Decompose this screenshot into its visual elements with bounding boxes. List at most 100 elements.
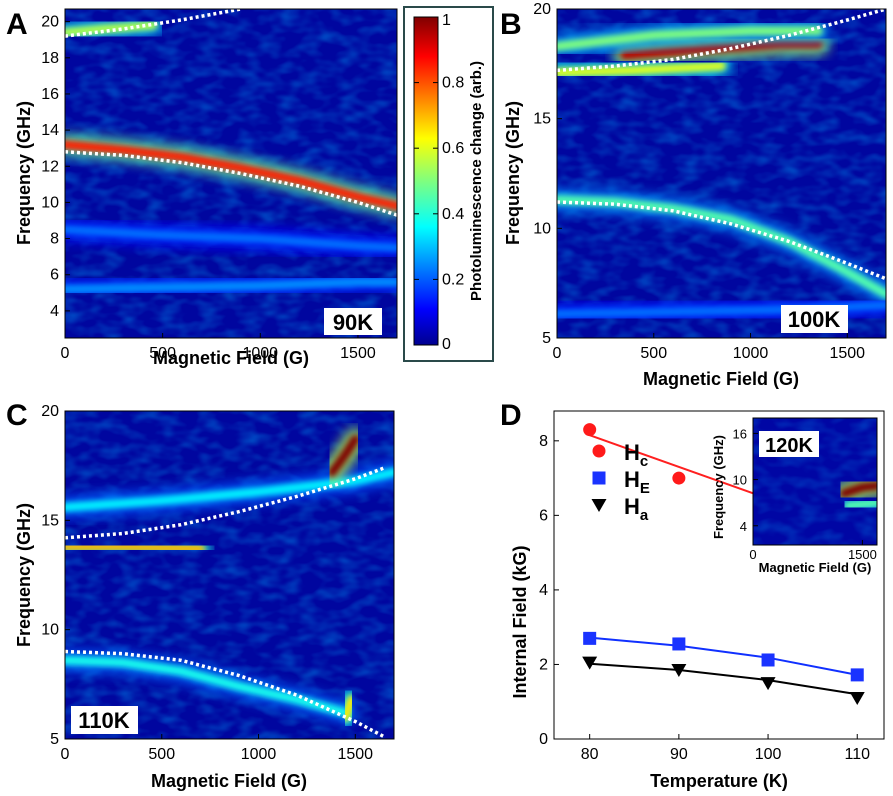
- inset-xtick-label: 1500: [848, 547, 877, 562]
- fit-line-e: [589, 636, 858, 676]
- panel-b-ylabel: Frequency (GHz): [503, 101, 523, 245]
- panel-letter-d: D: [500, 399, 522, 432]
- panel-b-frame: [556, 8, 887, 339]
- colorbar-tick-label: 0.8: [442, 75, 464, 92]
- heatmap-band: [65, 140, 397, 211]
- panel-c-ytick-label: 20: [41, 403, 59, 420]
- panel-c-temperature: 110K: [78, 708, 129, 733]
- panel-b-ytick-label: 10: [533, 220, 551, 237]
- heatmap-band: [65, 225, 397, 253]
- data-point-c: [672, 471, 686, 485]
- inset-ytick-label: 10: [733, 473, 747, 488]
- legend-marker-c: [592, 444, 606, 458]
- panel-a-heatmap: 0 500 1000 1500 4 6 8 10 12 14 16 18 20 Magnetic Fi…: [14, 8, 398, 368]
- panel-a-frame: [64, 8, 398, 339]
- inset-ytick-label: 4: [740, 519, 747, 534]
- colorbar-tick-label: 1: [442, 12, 451, 29]
- data-point-a: [582, 656, 598, 670]
- inset-ytick-label: 16: [733, 426, 747, 441]
- panel-d-xtick-label: 110: [844, 746, 870, 763]
- data-point-e: [583, 631, 597, 645]
- panel-c-xtick-label: 0: [61, 746, 70, 763]
- heatmap-band: [557, 195, 886, 299]
- panel-a-ytick-label: 10: [41, 194, 59, 211]
- panel-b-ytick-label: 5: [542, 330, 551, 347]
- data-point-e: [672, 637, 686, 651]
- panel-d-ylabel: Internal Field (kG): [510, 545, 530, 698]
- inset-frame: [752, 417, 878, 546]
- panel-a-xtick-label: 1000: [242, 345, 278, 362]
- panel-d-xlabel: Temperature (K): [650, 771, 788, 791]
- panel-b-ytick-label: 15: [533, 111, 551, 128]
- legend-marker-a: [591, 499, 607, 512]
- heatmap-band: [65, 655, 351, 718]
- panel-d-ytick-label: 8: [539, 433, 548, 450]
- colorbar-gradient: [413, 16, 439, 346]
- inset-xtick-label: 0: [749, 547, 756, 562]
- panel-b-xlabel: Magnetic Field (G): [643, 369, 799, 389]
- panel-a-ytick-label: 4: [50, 303, 59, 320]
- panel-b-ytick-label: 20: [533, 1, 551, 18]
- fit-line-a: [589, 662, 858, 696]
- panel-c-xtick-label: 1500: [337, 746, 373, 763]
- data-point-a: [760, 677, 776, 691]
- panel-a-ylabel: Frequency (GHz): [14, 101, 34, 245]
- panel-b-xtick-label: 1000: [733, 345, 769, 362]
- panel-letter-b: B: [500, 8, 522, 41]
- panel-d-xtick-label: 90: [670, 746, 688, 763]
- inset-xlabel: Magnetic Field (G): [759, 560, 872, 575]
- panel-c-xtick-label: 500: [148, 746, 175, 763]
- heatmap-band: [557, 26, 823, 51]
- panel-c-ytick-label: 5: [50, 731, 59, 748]
- colorbar-tick-label: 0.2: [442, 271, 464, 288]
- heatmap-band: [839, 481, 877, 498]
- dispersion-fit-curve: [557, 9, 886, 73]
- panel-a-xlabel: Magnetic Field (G): [153, 348, 309, 368]
- heatmap-band: [65, 542, 205, 554]
- colorbar-label: Photoluminescence change (arb.): [468, 61, 485, 301]
- panel-a-ytick-label: 16: [41, 86, 59, 103]
- heatmap-band: [341, 695, 356, 722]
- data-point-a: [849, 692, 865, 705]
- panel-a-xtick-label: 1500: [340, 345, 376, 362]
- panel-d-inset-heatmap: 0 1500 4 10 16 Magnetic Field (G) Frequency…: [711, 417, 878, 575]
- panel-d-ytick-label: 0: [539, 731, 548, 748]
- colorbar: 0 0.2 0.4 0.6 0.8 1 Photoluminescence change …: [403, 6, 494, 362]
- panel-letter-a: A: [6, 8, 28, 41]
- panel-a-ytick-label: 20: [41, 14, 59, 31]
- panel-d-xtick-label: 80: [581, 746, 599, 763]
- data-point-a: [671, 664, 687, 678]
- heatmap-band: [843, 498, 877, 511]
- panel-a-xtick-label: 0: [61, 345, 70, 362]
- panel-b-temperature: 100K: [788, 307, 841, 332]
- heatmap-band: [620, 39, 823, 60]
- dispersion-fit-curve: [65, 649, 386, 739]
- panel-a-ytick-label: 12: [41, 158, 59, 175]
- panel-c-temp-box: [71, 706, 138, 734]
- data-point-c: [583, 423, 597, 437]
- data-point-e: [850, 668, 864, 682]
- heatmap-band: [65, 277, 397, 294]
- panel-a-xtick-label: 500: [149, 345, 176, 362]
- panel-a-temp-box: [324, 308, 382, 335]
- legend-label-a: Ha: [624, 494, 649, 524]
- panel-c-frame: [64, 410, 395, 740]
- panel-a-ytick-label: 14: [41, 122, 59, 139]
- dispersion-fit-curve: [65, 466, 385, 540]
- inset-temperature: 120K: [765, 435, 813, 457]
- panel-b-xtick-label: 0: [553, 345, 562, 362]
- panel-d-ytick-label: 2: [539, 656, 548, 673]
- panel-c-xtick-label: 1000: [241, 746, 277, 763]
- panel-c-xlabel: Magnetic Field (G): [151, 771, 307, 791]
- panel-letter-c: C: [6, 399, 28, 432]
- colorbar-tick-label: 0.4: [442, 206, 464, 223]
- heatmap-band: [327, 434, 360, 477]
- heatmap-band: [557, 61, 726, 78]
- colorbar-tick-label: 0: [442, 336, 451, 353]
- panel-c-ytick-label: 15: [41, 512, 59, 529]
